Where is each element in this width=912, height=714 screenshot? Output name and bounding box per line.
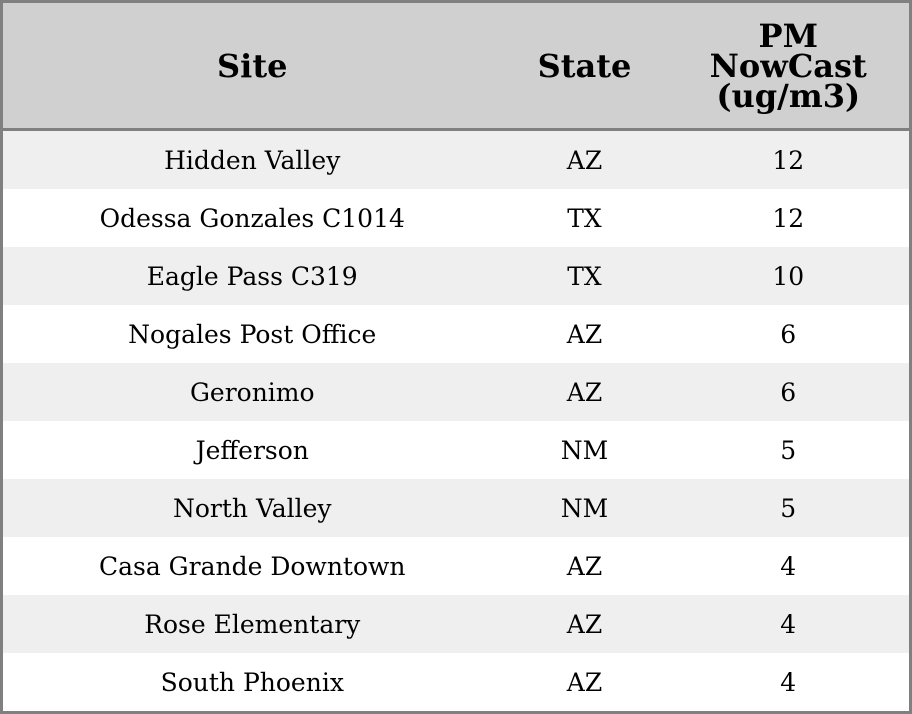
- pm-value-cell: 4: [667, 537, 911, 595]
- site-cell: North Valley: [1, 479, 502, 537]
- site-cell: Eagle Pass C319: [1, 247, 502, 305]
- pm-value-cell: 12: [667, 129, 911, 189]
- pm-value-cell: 5: [667, 479, 911, 537]
- pm-value-cell: 5: [667, 421, 911, 479]
- state-cell: AZ: [501, 305, 668, 363]
- state-cell: AZ: [501, 653, 668, 713]
- table-row: Nogales Post Office AZ 6: [1, 305, 911, 363]
- state-cell: AZ: [501, 537, 668, 595]
- state-cell: TX: [501, 189, 668, 247]
- state-cell: AZ: [501, 363, 668, 421]
- site-cell: Nogales Post Office: [1, 305, 502, 363]
- column-header-state: State: [501, 1, 668, 131]
- pm-value-cell: 6: [667, 363, 911, 421]
- pm-value-cell: 4: [667, 653, 911, 713]
- site-cell: Odessa Gonzales C1014: [1, 189, 502, 247]
- site-cell: South Phoenix: [1, 653, 502, 713]
- table-row: Geronimo AZ 6: [1, 363, 911, 421]
- column-header-pm: PM NowCast (ug/m3): [667, 1, 911, 131]
- pm-value-cell: 4: [667, 595, 911, 653]
- table-row: Hidden Valley AZ 12: [1, 129, 911, 189]
- site-cell: Rose Elementary: [1, 595, 502, 653]
- state-cell: NM: [501, 421, 668, 479]
- state-cell: AZ: [501, 595, 668, 653]
- table-row: Jefferson NM 5: [1, 421, 911, 479]
- table-row: Casa Grande Downtown AZ 4: [1, 537, 911, 595]
- pm-value-cell: 10: [667, 247, 911, 305]
- table-row: Odessa Gonzales C1014 TX 12: [1, 189, 911, 247]
- table-row: South Phoenix AZ 4: [1, 653, 911, 713]
- column-header-pm-label: PM NowCast (ug/m3): [709, 16, 867, 115]
- column-header-site: Site: [1, 1, 502, 131]
- state-cell: NM: [501, 479, 668, 537]
- site-cell: Hidden Valley: [1, 129, 502, 189]
- table-row: Eagle Pass C319 TX 10: [1, 247, 911, 305]
- pm-value-cell: 12: [667, 189, 911, 247]
- table-row: Rose Elementary AZ 4: [1, 595, 911, 653]
- header-row: Site State PM NowCast (ug/m3): [1, 1, 911, 131]
- site-cell: Jefferson: [1, 421, 502, 479]
- pm-value-cell: 6: [667, 305, 911, 363]
- state-cell: TX: [501, 247, 668, 305]
- site-cell: Geronimo: [1, 363, 502, 421]
- table-row: North Valley NM 5: [1, 479, 911, 537]
- state-cell: AZ: [501, 129, 668, 189]
- site-cell: Casa Grande Downtown: [1, 537, 502, 595]
